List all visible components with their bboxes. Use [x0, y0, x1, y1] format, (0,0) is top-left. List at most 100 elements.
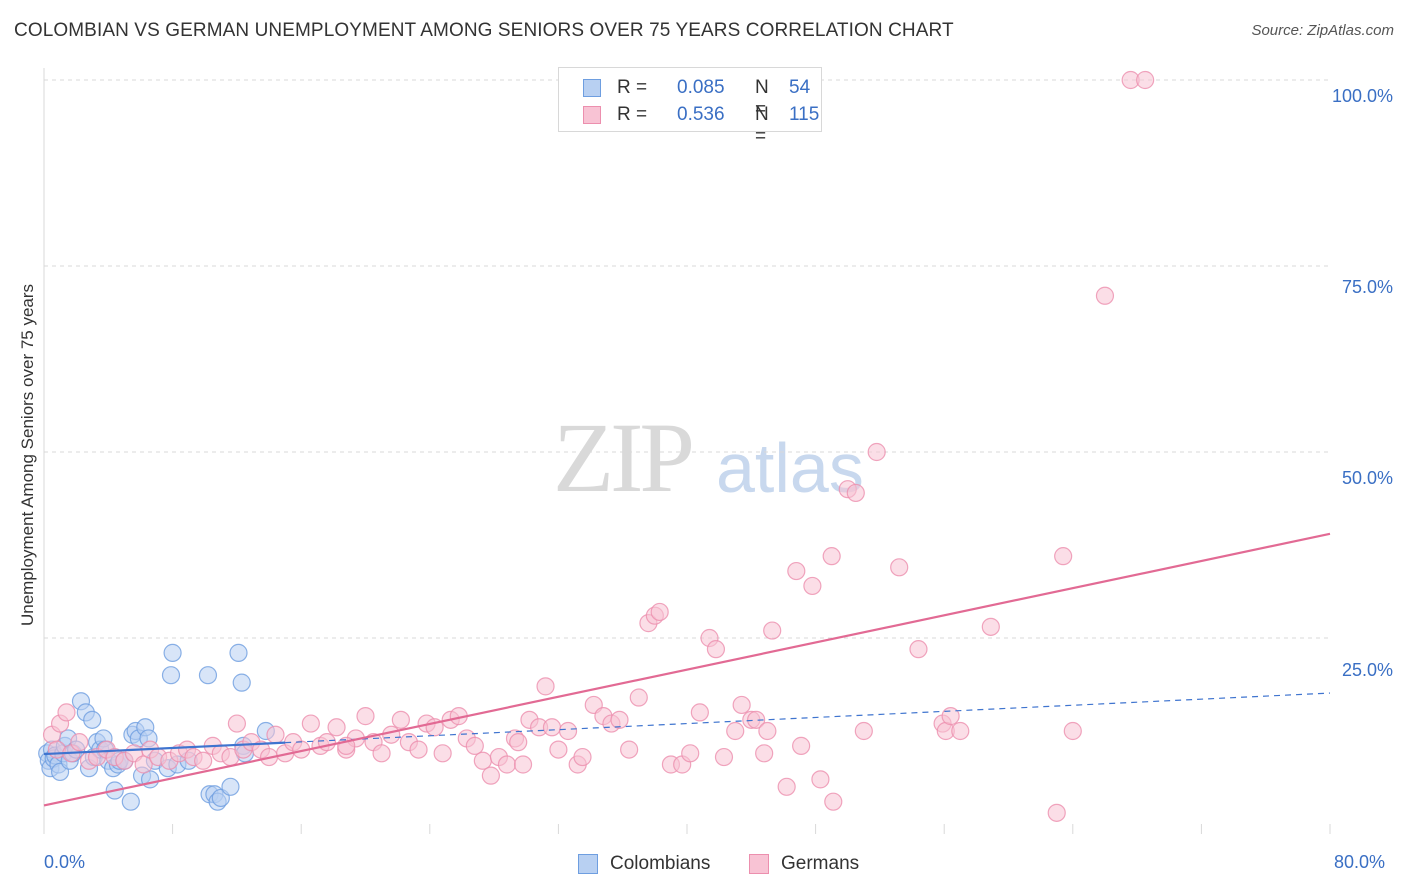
- german-point: [811, 770, 830, 789]
- german-point: [1095, 286, 1115, 305]
- german-point: [509, 733, 528, 752]
- german-point: [409, 740, 428, 759]
- german-point: [1047, 803, 1066, 822]
- colombians-trend-line: [43, 741, 286, 756]
- r-label: R =: [617, 104, 648, 125]
- german-point: [513, 755, 533, 774]
- n-label: N =: [755, 104, 769, 147]
- german-point: [803, 576, 822, 596]
- n-label: N =: [755, 77, 769, 120]
- german-point: [706, 640, 726, 659]
- legend-label-colombians: Colombians: [610, 853, 711, 874]
- german-point: [726, 721, 745, 741]
- legend-item-germans[interactable]: Germans: [749, 852, 879, 876]
- german-point: [714, 747, 734, 767]
- source-label: Source: ZipAtlas.com: [1251, 22, 1394, 39]
- german-point: [951, 721, 970, 741]
- colombian-point: [232, 673, 251, 692]
- colombians-trend-extension: [285, 692, 1331, 744]
- colombian-point: [163, 643, 182, 662]
- r-value-germans: 0.536: [677, 104, 725, 125]
- german-point: [266, 725, 285, 744]
- trend-layer: [43, 532, 1331, 807]
- n-value-germans: 115: [789, 104, 820, 125]
- n-value-colombians: 54: [789, 77, 811, 98]
- watermark-atlas: atlas: [716, 429, 864, 507]
- german-point: [909, 640, 928, 659]
- german-point: [536, 677, 555, 696]
- german-point: [372, 744, 391, 763]
- german-point: [382, 725, 401, 744]
- german-point: [1063, 721, 1082, 741]
- german-point: [558, 721, 578, 741]
- colombian-point: [198, 666, 218, 685]
- german-point: [758, 721, 777, 741]
- legend-label-germans: Germans: [781, 853, 860, 874]
- r-value-colombians: 0.085: [677, 77, 725, 98]
- german-point: [227, 714, 246, 733]
- x-tick-label-80: 80.0%: [1334, 852, 1386, 872]
- german-point: [747, 710, 766, 729]
- y-tick-label-25: 25.0%: [1341, 660, 1393, 680]
- germans-legend-swatch: [749, 854, 769, 874]
- german-point: [57, 703, 76, 722]
- german-point: [777, 777, 796, 796]
- german-point: [549, 740, 568, 759]
- watermark-zip: ZIP: [553, 402, 695, 513]
- german-point: [690, 703, 709, 722]
- german-point: [846, 483, 865, 503]
- german-point: [610, 710, 629, 729]
- german-point: [981, 617, 1000, 636]
- german-point: [317, 733, 337, 752]
- german-point: [433, 744, 452, 763]
- german-point: [763, 621, 782, 640]
- german-point: [481, 766, 500, 785]
- germans-swatch: [583, 106, 601, 124]
- german-point: [824, 792, 843, 811]
- chart-title: COLOMBIAN VS GERMAN UNEMPLOYMENT AMONG S…: [14, 20, 954, 41]
- german-point: [629, 688, 648, 707]
- german-point: [681, 744, 700, 763]
- german-point: [650, 602, 669, 622]
- german-point: [327, 718, 346, 737]
- german-point: [792, 736, 811, 755]
- german-point: [465, 736, 484, 755]
- colombians-legend-swatch: [578, 854, 598, 874]
- german-point: [787, 561, 806, 581]
- colombian-point: [229, 643, 248, 662]
- y-tick-label-75: 75.0%: [1341, 277, 1393, 297]
- german-point: [854, 721, 873, 741]
- german-point: [941, 707, 960, 726]
- german-point: [542, 718, 562, 737]
- colombians-swatch: [583, 79, 601, 97]
- german-point: [1054, 547, 1073, 566]
- german-point: [391, 710, 410, 729]
- german-point: [70, 733, 89, 752]
- german-point: [620, 740, 639, 759]
- german-point: [497, 755, 517, 774]
- y-tick-label-50: 50.0%: [1341, 468, 1393, 488]
- german-point: [356, 707, 375, 726]
- colombian-point: [121, 792, 140, 811]
- german-point: [822, 547, 841, 566]
- x-tick-label-0: 0.0%: [44, 852, 86, 872]
- german-point: [867, 442, 886, 462]
- german-point: [1136, 70, 1155, 90]
- german-point: [473, 751, 492, 770]
- colombian-point: [83, 710, 102, 729]
- legend-item-colombians[interactable]: Colombians: [578, 852, 728, 876]
- german-point: [890, 558, 909, 577]
- german-point: [301, 714, 320, 733]
- german-point: [755, 744, 774, 763]
- colombian-point: [221, 777, 240, 796]
- german-point: [194, 751, 213, 770]
- point-layer: [38, 70, 1155, 822]
- colombian-point: [161, 666, 181, 685]
- stats-legend-box: R = 0.085 N = 54 R = 0.536 N = 115: [558, 67, 822, 147]
- german-point: [573, 747, 592, 767]
- y-tick-label-100: 100.0%: [1331, 86, 1393, 106]
- german-point: [732, 695, 751, 715]
- r-label: R =: [617, 77, 648, 98]
- germans-trend-line: [43, 532, 1331, 807]
